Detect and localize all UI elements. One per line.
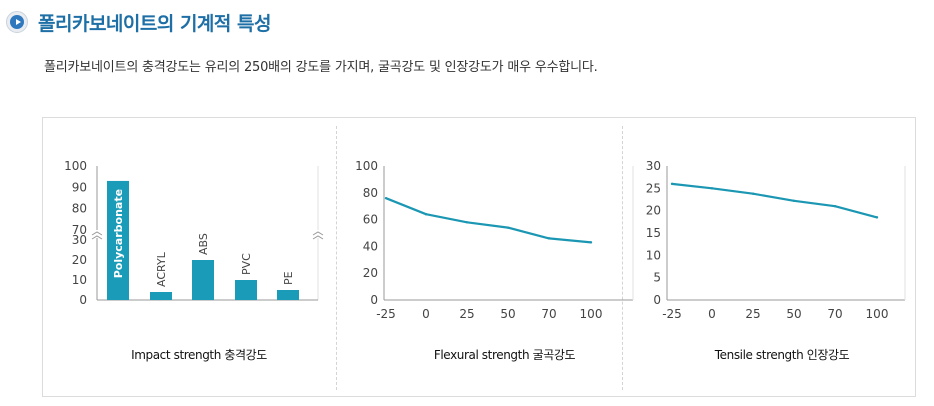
- bar: [235, 280, 257, 300]
- y-tick-label: 25: [646, 181, 661, 195]
- y-tick-label: 20: [363, 266, 378, 280]
- y-tick-label: 30: [72, 233, 87, 247]
- data-point: [833, 205, 837, 208]
- series-line: [671, 182, 878, 219]
- x-tick-label: 70: [827, 307, 842, 321]
- data-point: [792, 199, 796, 203]
- axis-break-mark: [312, 231, 324, 236]
- y-tick-label: 100: [64, 159, 87, 173]
- bar-label: PE: [282, 271, 295, 285]
- chart-caption: Flexural strength 굴곡강도: [434, 348, 576, 362]
- x-tick-label: 70: [541, 307, 556, 321]
- x-tick-label: 0: [422, 307, 430, 321]
- bar-label: Polycarbonate: [112, 189, 125, 278]
- data-point: [424, 213, 428, 216]
- axis-break-mark: [312, 235, 324, 240]
- y-tick-label: 15: [646, 226, 661, 240]
- y-tick-label: 0: [79, 293, 87, 307]
- data-point: [506, 226, 510, 229]
- y-tick-label: 10: [646, 248, 661, 262]
- y-tick-label: 20: [72, 253, 87, 267]
- x-tick-label: 0: [708, 307, 716, 321]
- bar: [277, 290, 299, 300]
- data-point: [751, 192, 755, 195]
- y-tick-label: 70: [72, 223, 87, 237]
- y-tick-label: 80: [72, 202, 87, 216]
- bar: [150, 292, 172, 300]
- x-tick-label: 50: [786, 307, 801, 321]
- y-tick-label: 60: [363, 213, 378, 227]
- x-tick-label: 25: [745, 307, 760, 321]
- x-tick-label: 100: [866, 307, 889, 321]
- y-tick-label: 0: [370, 293, 378, 307]
- data-point: [875, 216, 879, 219]
- y-tick-label: 40: [363, 239, 378, 253]
- y-tick-label: 10: [72, 273, 87, 287]
- y-tick-label: 100: [355, 159, 378, 173]
- data-point: [465, 221, 469, 224]
- axis-break-mark: [91, 231, 103, 236]
- x-tick-label: 100: [580, 307, 603, 321]
- panel-divider: [622, 126, 623, 390]
- data-point: [710, 187, 714, 190]
- section-header: 폴리카보네이트의 기계적 특성: [6, 6, 271, 38]
- bar-label: ABS: [197, 233, 210, 255]
- y-tick-label: 30: [646, 159, 661, 173]
- bar-label: PVC: [240, 253, 253, 275]
- y-tick-label: 90: [72, 180, 87, 194]
- series-line: [385, 197, 592, 244]
- data-point: [384, 196, 388, 200]
- page-description: 폴리카보네이트의 충격강도는 유리의 250배의 강도를 가지며, 굴곡강도 및…: [44, 60, 598, 75]
- y-tick-label: 80: [363, 186, 378, 200]
- y-tick-label: 5: [653, 271, 661, 285]
- x-tick-label: 25: [459, 307, 474, 321]
- y-tick-label: 20: [646, 204, 661, 218]
- chart-caption: Impact strength 충격강도: [131, 348, 267, 362]
- bar: [192, 260, 214, 300]
- data-point: [670, 182, 674, 186]
- x-tick-label: 50: [500, 307, 515, 321]
- data-point: [547, 237, 551, 240]
- panel-divider: [336, 126, 337, 390]
- page-title: 폴리카보네이트의 기계적 특성: [38, 12, 271, 35]
- data-point: [589, 241, 593, 244]
- bar: [107, 180, 129, 300]
- axis-break-mark: [91, 235, 103, 240]
- charts-panel: 0 10 20 30 70 80 90 100 Polycarbonate ACRYL ABS PVC…: [42, 117, 916, 397]
- x-tick-label: -25: [376, 307, 396, 321]
- chart-caption: Tensile strength 인장강도: [714, 348, 850, 362]
- play-circle-icon: [6, 11, 28, 33]
- bar-label: ACRYL: [155, 251, 168, 287]
- y-tick-label: 0: [653, 293, 661, 307]
- x-tick-label: -25: [662, 307, 682, 321]
